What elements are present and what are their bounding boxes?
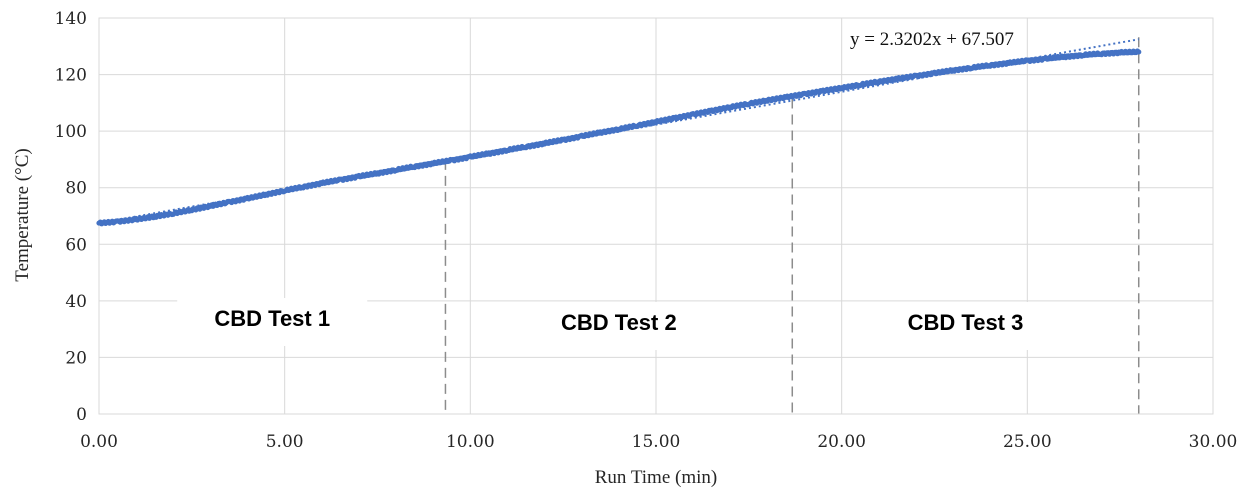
region-label-background	[870, 302, 1061, 350]
y-tick-label: 60	[65, 235, 87, 255]
x-tick-label: 0.00	[80, 432, 118, 452]
y-tick-label: 140	[55, 9, 87, 29]
y-tick-label: 20	[65, 348, 87, 368]
region-labels: CBD Test 1 CBD Test 2 CBD Test 3	[177, 298, 1061, 350]
region-label-background	[177, 298, 368, 346]
x-tick-label: 5.00	[266, 432, 304, 452]
y-axis-title: Temperature (°C)	[12, 148, 33, 281]
x-tick-label: 30.00	[1189, 432, 1238, 452]
trendline-equation: y = 2.3202x + 67.507	[850, 29, 1014, 50]
region-label: CBD Test 3	[908, 310, 1024, 335]
region-label: CBD Test 1	[214, 306, 330, 331]
region-label-background	[523, 302, 714, 350]
x-tick-label: 10.00	[446, 432, 495, 452]
x-tick-label: 20.00	[817, 432, 866, 452]
data-points	[96, 48, 1142, 227]
y-tick-label: 40	[65, 292, 87, 312]
test-dividers	[444, 37, 1140, 414]
x-axis-title: Run Time (min)	[595, 467, 717, 488]
tick-labels: 0 20 40 60 80 100 120 140 0.00 5.00 10.00 15.00 20.0…	[55, 9, 1238, 452]
gridlines	[99, 17, 1214, 414]
y-tick-label: 120	[55, 66, 87, 86]
data-point	[1136, 49, 1142, 55]
plot-area-border	[98, 17, 1214, 415]
y-tick-label: 80	[65, 179, 87, 199]
plot-axes	[98, 17, 1214, 415]
y-tick-label: 0	[76, 405, 87, 425]
x-tick-label: 25.00	[1003, 432, 1052, 452]
x-tick-label: 15.00	[632, 432, 681, 452]
y-tick-label: 100	[55, 122, 87, 142]
region-label: CBD Test 2	[561, 310, 677, 335]
